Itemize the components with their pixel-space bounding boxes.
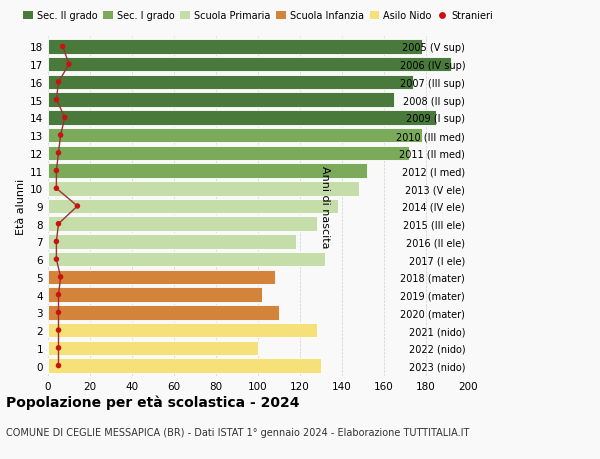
Bar	[48, 358, 321, 373]
Point	[54, 327, 64, 334]
Point	[52, 256, 61, 263]
Point	[54, 150, 64, 157]
Bar	[48, 270, 275, 285]
Bar	[48, 111, 436, 125]
Point	[54, 221, 64, 228]
Point	[54, 344, 64, 352]
Point	[52, 168, 61, 175]
Bar	[48, 164, 367, 179]
Bar	[48, 199, 338, 214]
Point	[73, 203, 82, 210]
Y-axis label: Età alunni: Età alunni	[16, 179, 26, 235]
Bar	[48, 93, 395, 108]
Bar	[48, 252, 325, 267]
Bar	[48, 288, 262, 302]
Bar	[48, 235, 296, 249]
Text: Popolazione per età scolastica - 2024: Popolazione per età scolastica - 2024	[6, 395, 299, 409]
Point	[54, 362, 64, 369]
Point	[52, 238, 61, 246]
Bar	[48, 40, 422, 55]
Text: COMUNE DI CEGLIE MESSAPICA (BR) - Dati ISTAT 1° gennaio 2024 - Elaborazione TUTT: COMUNE DI CEGLIE MESSAPICA (BR) - Dati I…	[6, 427, 469, 437]
Point	[56, 274, 65, 281]
Point	[54, 291, 64, 299]
Bar	[48, 75, 413, 90]
Bar	[48, 129, 422, 143]
Y-axis label: Anni di nascita: Anni di nascita	[320, 165, 330, 248]
Point	[54, 79, 64, 86]
Legend: Sec. II grado, Sec. I grado, Scuola Primaria, Scuola Infanzia, Asilo Nido, Stran: Sec. II grado, Sec. I grado, Scuola Prim…	[19, 7, 497, 25]
Point	[52, 185, 61, 192]
Point	[58, 44, 67, 51]
Bar	[48, 182, 359, 196]
Bar	[48, 146, 409, 161]
Point	[52, 97, 61, 104]
Bar	[48, 305, 279, 320]
Point	[60, 114, 70, 122]
Point	[56, 132, 65, 140]
Bar	[48, 341, 258, 355]
Bar	[48, 58, 451, 72]
Point	[54, 309, 64, 316]
Bar	[48, 323, 317, 338]
Point	[64, 62, 74, 69]
Bar	[48, 217, 317, 231]
